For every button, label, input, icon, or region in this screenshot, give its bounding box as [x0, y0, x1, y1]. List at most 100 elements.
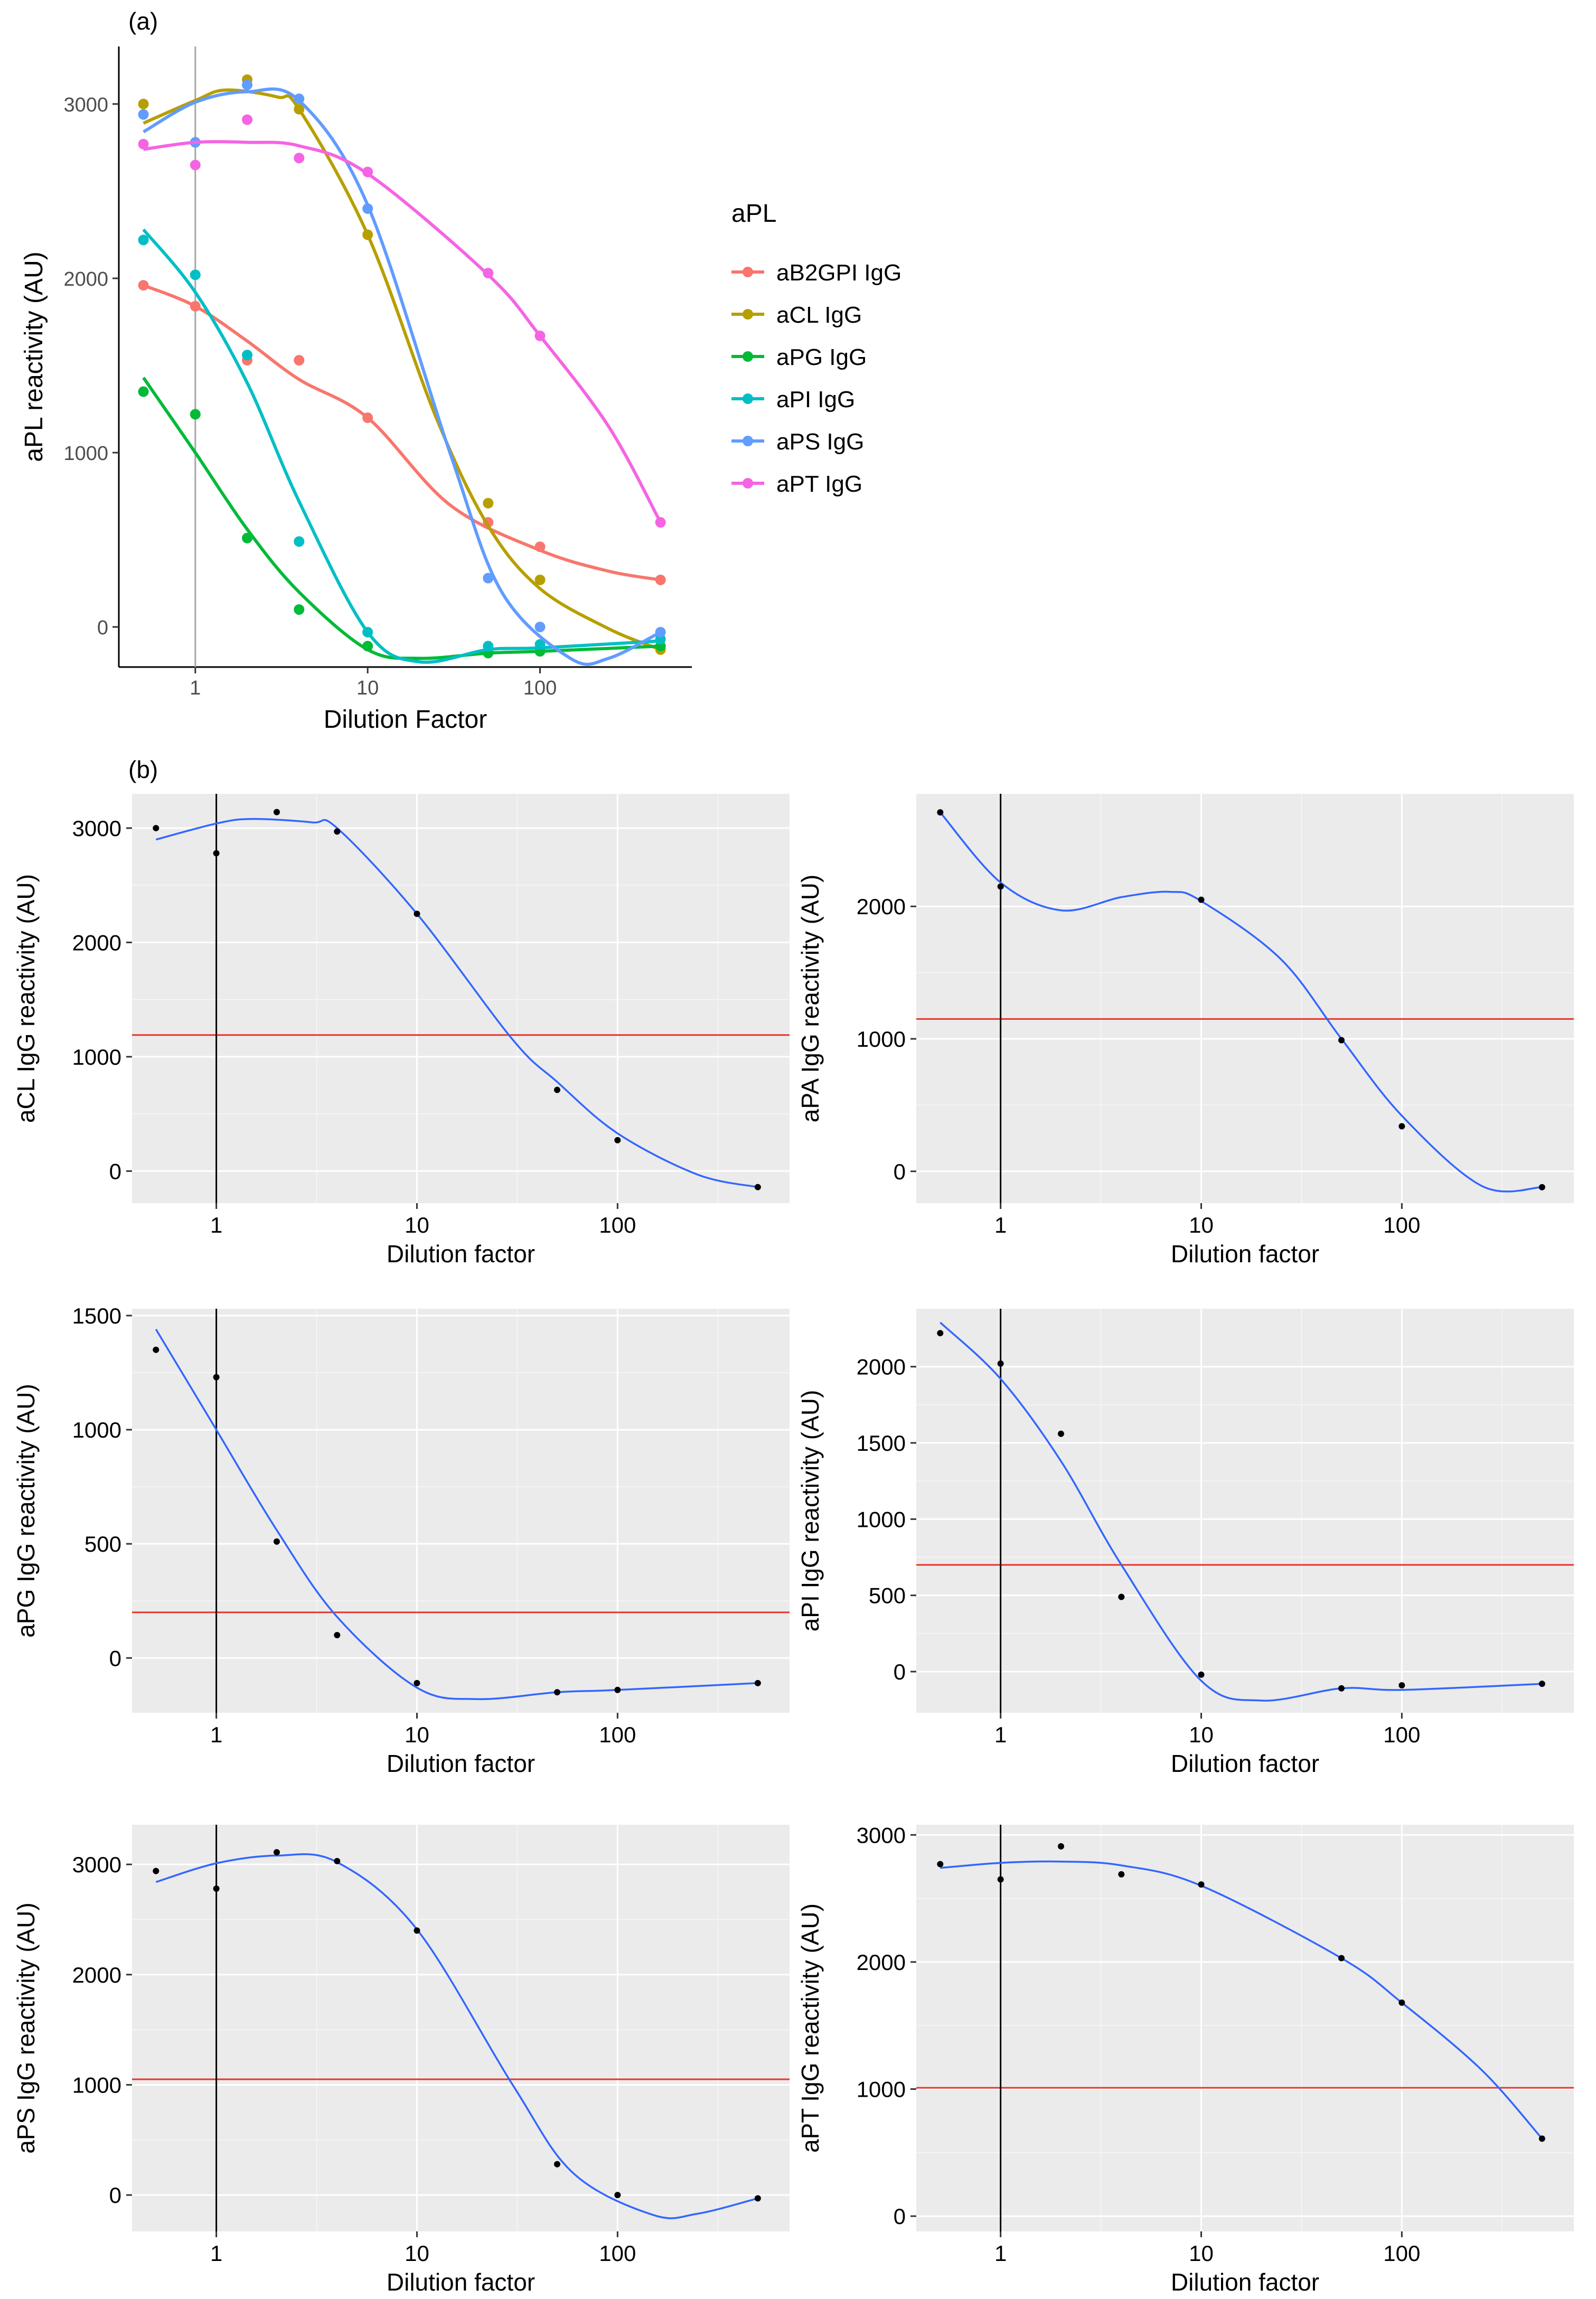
data-point-acl-igg	[483, 498, 494, 509]
x-tick-label: 10	[1189, 1213, 1214, 1237]
data-point	[1538, 2135, 1545, 2142]
data-point	[1338, 1955, 1345, 1962]
x-tick-label: 100	[1383, 1213, 1420, 1237]
y-tick-label: 3000	[72, 1852, 121, 1877]
data-point-apt-igg	[483, 268, 494, 279]
x-tick-label: 10	[1189, 2241, 1214, 2266]
x-tick-label: 100	[1383, 2241, 1420, 2266]
y-axis-title: aPG IgG reactivity (AU)	[12, 1384, 40, 1638]
panel-aPG: 0 500 1000 1500 1 10 100 Dilution factor aPG IgG…	[12, 1303, 790, 1777]
data-point-aps-igg	[242, 79, 253, 90]
series-line-apg-igg	[142, 377, 661, 660]
data-point	[334, 1632, 341, 1639]
legend-key-point-acl-igg	[743, 309, 753, 320]
fit-curve	[940, 1860, 1543, 2140]
x-axis-title: Dilution factor	[387, 2268, 535, 2296]
data-point	[1538, 1681, 1545, 1687]
y-tick-label: 0	[894, 2204, 906, 2229]
x-axis-title: Dilution factor	[1171, 2268, 1319, 2296]
data-point	[1198, 896, 1205, 903]
panel-aCL: 0 1000 2000 3000 1 10 100 Dilution factor aCL Ig…	[12, 794, 790, 1268]
panel-aPS: 0 1000 2000 3000 1 10 100 Dilution factor aPS Ig…	[12, 1825, 790, 2296]
data-point	[1057, 1843, 1064, 1850]
y-tick-label: 2000	[72, 930, 121, 955]
plot-background	[916, 1309, 1574, 1713]
y-tick-label: 3000	[63, 94, 108, 116]
y-tick-label: 3000	[72, 816, 121, 841]
legend-label-aps-igg: aPS IgG	[776, 429, 864, 455]
fit-curve	[940, 1321, 1542, 1702]
panel-a-label: (a)	[128, 7, 158, 35]
data-point	[414, 1679, 420, 1686]
data-point-apt-igg	[362, 166, 373, 177]
plot-background	[916, 794, 1574, 1203]
data-point-api-igg	[190, 269, 201, 280]
y-axis-title: aPL reactivity (AU)	[20, 251, 48, 462]
data-point-apg-igg	[362, 641, 373, 652]
data-point-apt-igg	[242, 114, 253, 125]
data-point-aps-igg	[362, 203, 373, 214]
data-point	[1398, 1682, 1405, 1689]
x-tick-label: 100	[599, 2241, 636, 2266]
data-point-acl-igg	[534, 574, 546, 585]
x-tick-label: 10	[405, 2241, 429, 2266]
data-point	[153, 1346, 159, 1353]
x-tick-label: 100	[1383, 1722, 1420, 1747]
x-axis-title: Dilution factor	[387, 1240, 535, 1268]
x-tick-label: 100	[523, 677, 557, 699]
data-point	[937, 809, 944, 816]
data-point	[614, 2192, 621, 2199]
y-tick-label: 1000	[857, 1507, 906, 1532]
x-axis-title: Dilution factor	[1171, 1240, 1319, 1268]
data-point	[334, 1857, 341, 1864]
legend-label-acl-igg: aCL IgG	[776, 302, 862, 328]
fit-curve	[939, 811, 1542, 1193]
y-axis-title: aPT IgG reactivity (AU)	[796, 1903, 824, 2153]
data-point-apt-igg	[655, 517, 666, 528]
y-tick-label: 0	[109, 2183, 121, 2208]
data-point-apg-igg	[138, 386, 149, 397]
x-tick-label: 1	[994, 2241, 1007, 2266]
data-point	[937, 1330, 944, 1337]
x-tick-label: 100	[599, 1722, 636, 1747]
data-point-aps-igg	[655, 626, 666, 637]
data-point	[997, 1876, 1004, 1883]
data-point-apg-igg	[190, 409, 201, 420]
data-point	[997, 1360, 1004, 1367]
panel-aPT: 0 1000 2000 3000 1 10 100 Dilution factor aPT Ig…	[796, 1823, 1574, 2296]
y-tick-label: 1000	[63, 443, 108, 465]
data-point-acl-igg	[138, 98, 149, 109]
data-point	[1118, 1871, 1125, 1878]
data-point	[1198, 1671, 1205, 1678]
data-point	[614, 1137, 621, 1143]
legend-key-point-apt-igg	[743, 478, 753, 489]
x-tick-label: 100	[599, 1213, 636, 1237]
x-axis-title: Dilution factor	[1171, 1750, 1319, 1777]
data-point	[414, 911, 420, 917]
data-point-ab2gpi-igg	[138, 280, 149, 291]
data-point	[1338, 1037, 1345, 1044]
plot-background	[132, 794, 790, 1203]
data-point-apg-igg	[294, 604, 305, 615]
x-tick-label: 10	[1189, 1722, 1214, 1747]
x-tick-label: 10	[405, 1722, 429, 1747]
data-point	[553, 1689, 560, 1696]
series-line-api-igg	[142, 228, 661, 664]
y-tick-label: 1000	[72, 2072, 121, 2097]
series-line-apt-igg	[143, 140, 662, 523]
y-tick-label: 1000	[72, 1418, 121, 1442]
x-tick-label: 1	[210, 1213, 222, 1237]
data-point	[334, 828, 341, 835]
y-tick-label: 1500	[72, 1303, 121, 1328]
panel-a-chart: 0 1000 2000 3000 1 10 100 Dilution Factor aPL re…	[20, 46, 902, 734]
y-tick-label: 0	[894, 1159, 906, 1184]
data-point-api-igg	[362, 626, 373, 637]
y-tick-label: 1000	[857, 1027, 906, 1052]
data-point	[273, 1849, 280, 1856]
legend-label-ab2gpi-igg: aB2GPI IgG	[776, 260, 902, 286]
fit-curve	[155, 818, 758, 1188]
y-tick-label: 2000	[72, 1963, 121, 1987]
x-tick-label: 1	[210, 2241, 222, 2266]
